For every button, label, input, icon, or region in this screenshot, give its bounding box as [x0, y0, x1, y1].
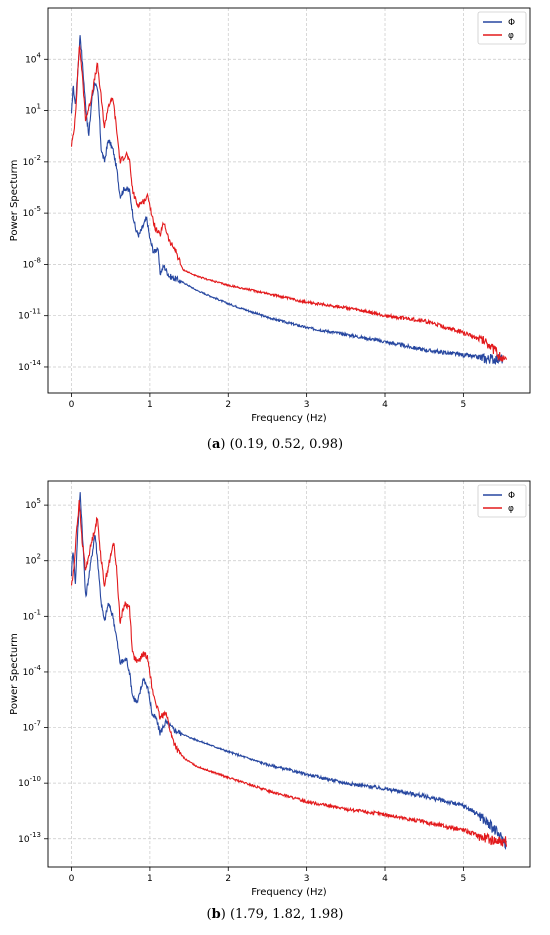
- plot-frame: [47, 480, 531, 868]
- legend-label: Φ: [508, 491, 515, 501]
- y-axis-title: Power Specturm: [9, 633, 20, 715]
- y-tick-label: 10-14: [18, 359, 41, 373]
- x-tick-label: 3: [304, 874, 310, 884]
- y-tick-label: 104: [25, 51, 41, 65]
- y-tick-label: 10-1: [23, 608, 41, 622]
- series-line-upper-phi: [70, 35, 504, 365]
- figure-a: 0 1 2 3 4 5 104 101 10-2 10-5 10-8 10-11 10-14 Freque…: [9, 7, 531, 452]
- y-tick-label: 101: [25, 103, 41, 117]
- y-tick-label: 10-4: [23, 664, 42, 678]
- y-tick-label: 10-2: [23, 154, 41, 168]
- series-line-lower-phi: [70, 44, 508, 362]
- legend-box: [477, 11, 527, 45]
- x-axis-title: Frequency (Hz): [251, 413, 327, 424]
- caption-a: (a) (0.19, 0.52, 0.98): [206, 437, 344, 452]
- y-tick-label: 10-11: [18, 308, 41, 322]
- x-tick-label: 2: [225, 400, 231, 410]
- x-tick-label: 4: [382, 874, 388, 884]
- y-tick-label: 10-5: [23, 205, 41, 219]
- y-tick-label: 10-8: [23, 256, 41, 270]
- y-tick-label: 105: [25, 497, 41, 511]
- y-axis-title: Power Specturm: [9, 160, 20, 242]
- plot-frame: [47, 7, 531, 394]
- x-tick-label: 0: [69, 400, 75, 410]
- legend-box: [477, 484, 527, 518]
- legend-label: Φ: [508, 18, 515, 28]
- chart-a-plot: 0 1 2 3 4 5 104 101 10-2 10-5 10-8 10-11 10-14 Freque…: [9, 7, 531, 424]
- series-line-lower-phi: [70, 499, 508, 847]
- series-line-upper-phi: [70, 492, 508, 850]
- caption-b: (b) (1.79, 1.82, 1.98): [206, 907, 344, 922]
- x-tick-label: 1: [147, 400, 153, 410]
- x-tick-label: 5: [461, 874, 467, 884]
- caption-b-label: b: [211, 907, 221, 922]
- figure-b: 0 1 2 3 4 5 105 102 10-1 10-4 10-7 10-10 10-13 Freque…: [0, 470, 550, 935]
- caption-a-values: (0.19, 0.52, 0.98): [229, 437, 344, 452]
- y-tick-label: 102: [25, 553, 41, 567]
- x-axis-title: Frequency (Hz): [251, 887, 327, 898]
- x-tick-label: 5: [461, 400, 467, 410]
- x-tick-label: 2: [225, 874, 231, 884]
- legend-label: φ: [508, 504, 514, 514]
- y-tick-label: 10-7: [23, 720, 41, 734]
- caption-a-label: a: [211, 437, 221, 452]
- x-tick-label: 0: [69, 874, 75, 884]
- x-tick-label: 3: [304, 400, 310, 410]
- y-tick-label: 10-10: [18, 775, 41, 789]
- caption-b-values: (1.79, 1.82, 1.98): [229, 907, 344, 922]
- chart-b-plot: 0 1 2 3 4 5 105 102 10-1 10-4 10-7 10-10 10-13 Freque…: [9, 480, 531, 898]
- legend-label: φ: [508, 31, 514, 41]
- x-tick-label: 1: [147, 874, 153, 884]
- x-tick-label: 4: [382, 400, 388, 410]
- y-tick-label: 10-13: [18, 831, 41, 845]
